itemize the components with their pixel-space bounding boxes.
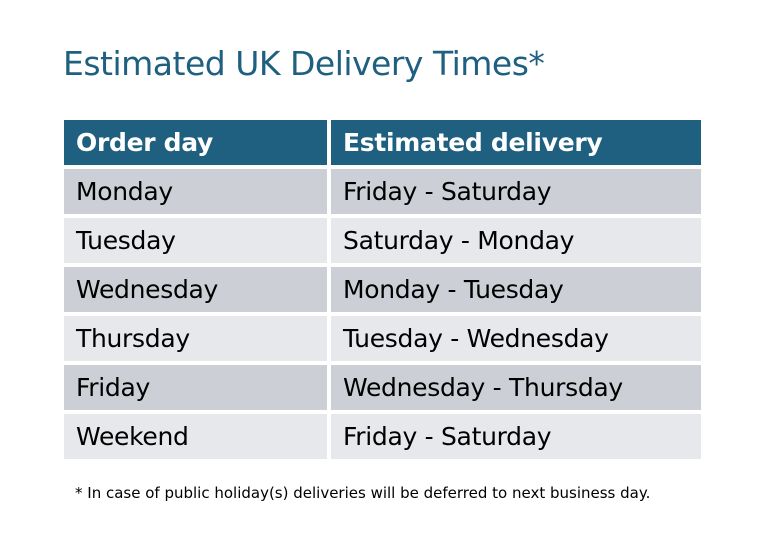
- table-row: Wednesday Monday - Tuesday: [64, 267, 701, 312]
- order-day-cell: Friday: [64, 365, 327, 410]
- order-day-cell: Tuesday: [64, 218, 327, 263]
- order-day-cell: Wednesday: [64, 267, 327, 312]
- page-title: Estimated UK Delivery Times*: [63, 44, 545, 83]
- order-day-cell: Weekend: [64, 414, 327, 459]
- footnote: * In case of public holiday(s) deliverie…: [75, 484, 651, 502]
- order-day-cell: Thursday: [64, 316, 327, 361]
- table-row: Monday Friday - Saturday: [64, 169, 701, 214]
- delivery-cell: Tuesday - Wednesday: [331, 316, 701, 361]
- delivery-cell: Friday - Saturday: [331, 169, 701, 214]
- delivery-cell: Saturday - Monday: [331, 218, 701, 263]
- header-order-day: Order day: [64, 120, 327, 165]
- table-row: Thursday Tuesday - Wednesday: [64, 316, 701, 361]
- order-day-cell: Monday: [64, 169, 327, 214]
- delivery-cell: Friday - Saturday: [331, 414, 701, 459]
- table-row: Weekend Friday - Saturday: [64, 414, 701, 459]
- table-header-row: Order day Estimated delivery: [64, 120, 701, 165]
- header-estimated-delivery: Estimated delivery: [331, 120, 701, 165]
- delivery-table: Order day Estimated delivery Monday Frid…: [64, 120, 701, 463]
- delivery-cell: Monday - Tuesday: [331, 267, 701, 312]
- table-row: Friday Wednesday - Thursday: [64, 365, 701, 410]
- delivery-cell: Wednesday - Thursday: [331, 365, 701, 410]
- table-row: Tuesday Saturday - Monday: [64, 218, 701, 263]
